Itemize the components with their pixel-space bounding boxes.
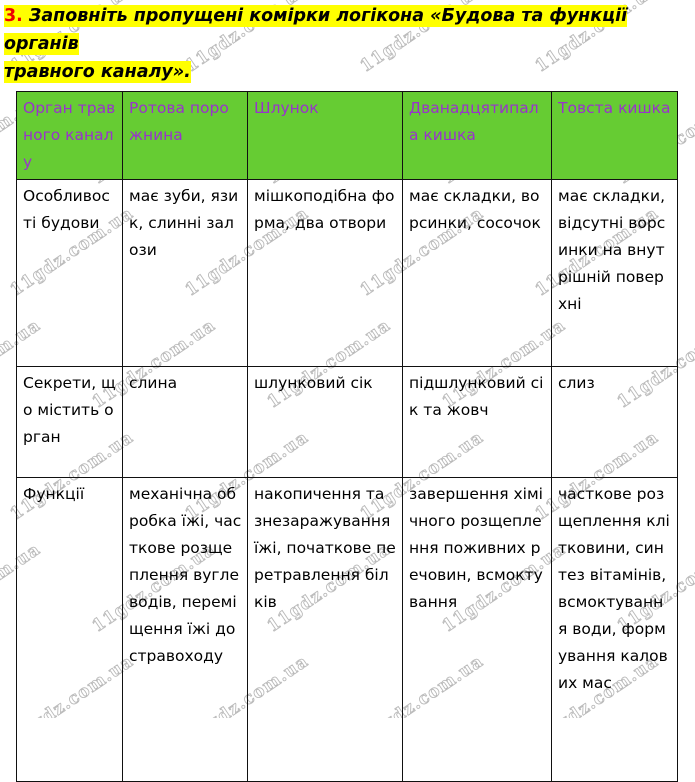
task-heading: 3. Заповніть пропущені комірки логікона … [0, 0, 691, 86]
column-header-organ: Орган травного каналу [16, 91, 123, 180]
table-row: Функції механічна обробка їжі, часткове … [16, 477, 678, 782]
table-header-row: Орган травного каналу Ротова порожнина Ш… [16, 91, 678, 180]
cell-secretions-mouth[interactable]: слина [122, 366, 248, 478]
cell-features-mouth[interactable]: має зуби, язик, слинні залози [122, 179, 248, 367]
task-heading-line-1: 3. Заповніть пропущені комірки логікона … [4, 5, 628, 55]
task-number: 3. [4, 6, 23, 26]
row-label-functions: Функції [16, 477, 123, 782]
cell-features-duodenum[interactable]: має складки, ворсинки, сосочок [402, 179, 552, 367]
cell-features-large-intestine[interactable]: має складки, відсутні ворсинки на внутрі… [551, 179, 678, 367]
cell-secretions-stomach[interactable]: шлунковий сік [247, 366, 403, 478]
logicon-table: Орган травного каналу Ротова порожнина Ш… [16, 91, 678, 782]
row-label-features: Особливості будови [16, 179, 123, 367]
column-header-mouth: Ротова порожнина [122, 91, 248, 180]
column-header-duodenum: Дванадцятипала кишка [402, 91, 552, 180]
cell-functions-duodenum[interactable]: завершення хімічного розщеплення поживни… [402, 477, 552, 782]
cell-functions-large-intestine[interactable]: часткове розщеплення клітковини, синтез … [551, 477, 678, 782]
table-row: Особливості будови має зуби, язик, слинн… [16, 179, 678, 367]
cell-functions-mouth[interactable]: механічна обробка їжі, часткове розщепле… [122, 477, 248, 782]
cell-secretions-duodenum[interactable]: підшлунковий сік та жовч [402, 366, 552, 478]
table-row: Секрети, що містить орган слина шлункови… [16, 366, 678, 478]
cell-functions-stomach[interactable]: накопичення та знезаражування їжі, почат… [247, 477, 403, 782]
logicon-table-wrapper: Орган травного каналу Ротова порожнина Ш… [16, 91, 678, 782]
cell-features-stomach[interactable]: мішкоподібна форма, два отвори [247, 179, 403, 367]
cell-secretions-large-intestine[interactable]: слиз [551, 366, 678, 478]
column-header-large-intestine: Товста кишка [551, 91, 678, 180]
task-heading-line-2: травного каналу». [4, 61, 191, 83]
column-header-stomach: Шлунок [247, 91, 403, 180]
row-label-secretions: Секрети, що містить орган [16, 366, 123, 478]
task-heading-text-1: Заповніть пропущені комірки логікона «Бу… [4, 6, 628, 54]
